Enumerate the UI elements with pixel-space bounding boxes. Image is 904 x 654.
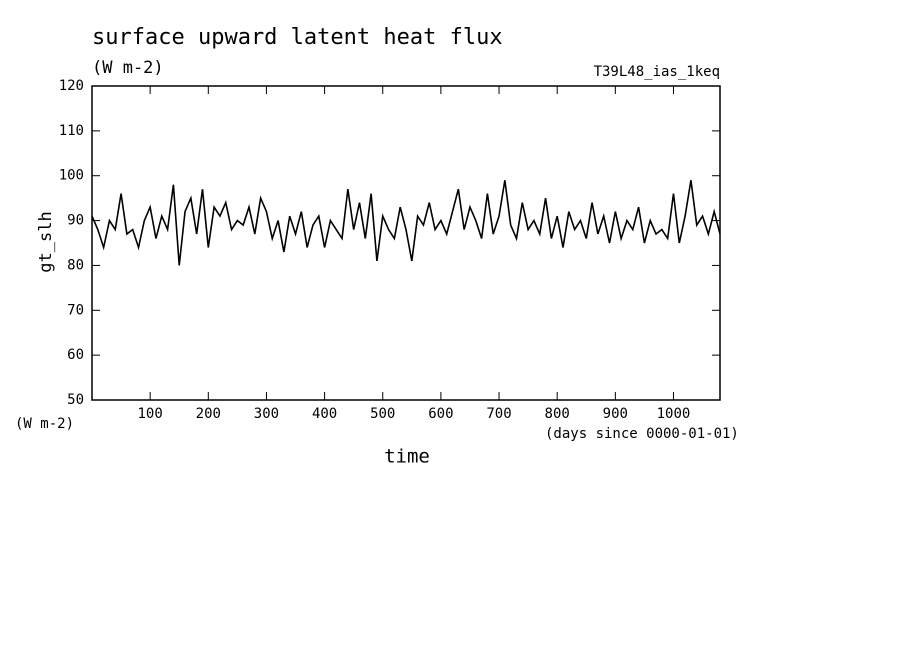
x-tick-label: 800: [545, 406, 570, 422]
x-tick-label: 200: [196, 406, 221, 422]
y-tick-label: 100: [59, 168, 84, 184]
x-axis-title: time: [384, 446, 430, 468]
x-tick-label: 400: [312, 406, 337, 422]
y-tick-label: 80: [67, 257, 84, 273]
x-tick-label: 900: [603, 406, 628, 422]
y-tick-label: 90: [67, 213, 84, 229]
x-tick-label: 100: [137, 406, 162, 422]
y-tick-label: 110: [59, 123, 84, 139]
x-tick-label: 600: [428, 406, 453, 422]
x-tick-label: 1000: [657, 406, 691, 422]
y-axis-title: gt_slh: [36, 211, 56, 272]
x-tick-label: 500: [370, 406, 395, 422]
x-tick-label: 700: [486, 406, 511, 422]
chart-title: surface upward latent heat flux: [92, 25, 503, 50]
plot-frame: [91, 85, 721, 401]
data-line: [91, 180, 721, 266]
x-units: (days since 0000-01-01): [545, 426, 739, 442]
y-tick-label: 120: [59, 78, 84, 94]
y-tick-label: 60: [67, 347, 84, 363]
y-units: (W m-2): [15, 416, 74, 432]
y-tick-label: 50: [67, 392, 84, 408]
y-tick-label: 70: [67, 302, 84, 318]
x-tick-label: 300: [254, 406, 279, 422]
chart-subtitle: (W m-2): [92, 58, 164, 78]
annotation: T39L48_ias_1keq: [594, 64, 720, 80]
